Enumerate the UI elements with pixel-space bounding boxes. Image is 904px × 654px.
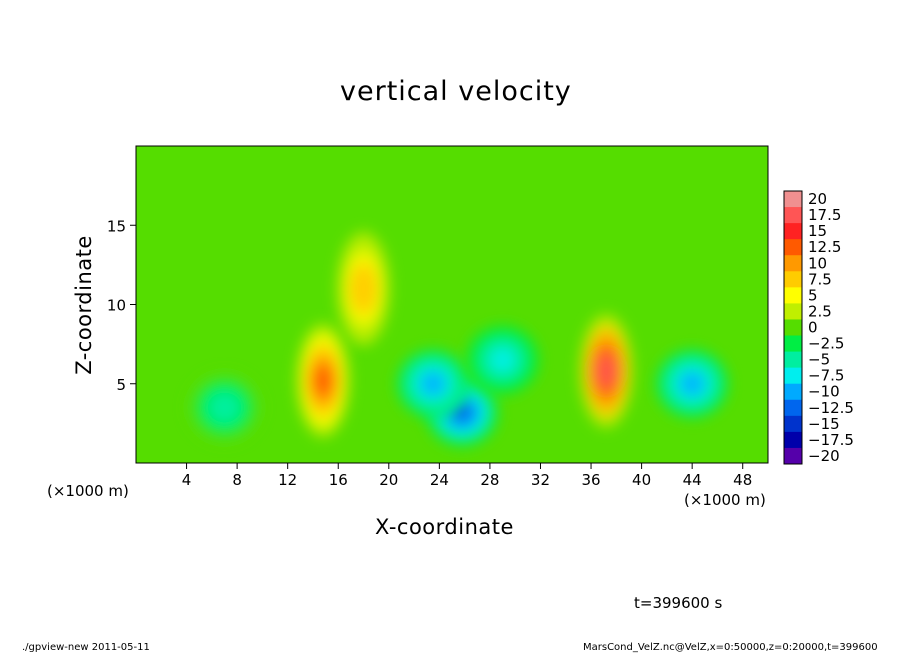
- colorbar-label: −2.5: [808, 335, 844, 353]
- colorbar-swatch: [784, 431, 802, 449]
- x-tick-label: 8: [232, 471, 242, 489]
- x-tick-label: 24: [430, 471, 449, 489]
- colorbar-label: 15: [808, 222, 827, 240]
- velocity-cell: [296, 323, 350, 438]
- velocity-cell: [655, 349, 729, 419]
- colorbar-label: 12.5: [808, 238, 841, 256]
- colorbar-swatch: [784, 367, 802, 385]
- chart-title: vertical velocity: [340, 76, 572, 107]
- colorbar-swatch: [784, 207, 802, 224]
- x-tick-label: 40: [632, 471, 651, 489]
- x-tick-label: 16: [329, 471, 348, 489]
- x-axis-label: X-coordinate: [375, 515, 514, 539]
- colorbar-label: −10: [808, 383, 840, 401]
- y-tick-label: 15: [107, 217, 126, 235]
- colorbar-swatch: [784, 351, 802, 369]
- colorbar-swatch: [784, 383, 802, 401]
- colorbar-label: −15: [808, 415, 840, 433]
- x-tick-label: 20: [379, 471, 398, 489]
- x-unit-label-right: (×1000 m): [684, 491, 766, 509]
- footer-left: ./gpview-new 2011-05-11: [22, 642, 150, 653]
- colorbar-swatch: [784, 319, 802, 337]
- velocity-cell: [466, 325, 539, 395]
- velocity-cell: [579, 314, 633, 428]
- colorbar-label: 17.5: [808, 206, 841, 224]
- x-tick-label: 12: [278, 471, 297, 489]
- colorbar-label: −20: [808, 447, 840, 465]
- y-tick-label: 10: [107, 297, 126, 315]
- colorbar-label: 0: [808, 319, 818, 337]
- colorbar-swatch: [784, 287, 802, 304]
- x-tick-label: 48: [733, 471, 752, 489]
- velocity-cell: [396, 349, 470, 419]
- colorbar-swatch: [784, 255, 802, 272]
- velocity-contour: [353, 272, 374, 305]
- colorbar-label: 5: [808, 286, 818, 304]
- y-tick-label: 5: [116, 376, 126, 394]
- colorbar-label: 2.5: [808, 302, 832, 320]
- colorbar-swatch: [784, 223, 802, 240]
- colorbar-label: 7.5: [808, 270, 832, 288]
- colorbar-swatch: [784, 271, 802, 288]
- velocity-cell: [337, 231, 390, 346]
- colorbar-swatch: [784, 303, 802, 320]
- colorbar-label: −7.5: [808, 367, 844, 385]
- velocity-contour: [596, 354, 617, 388]
- colorbar-swatch: [784, 335, 802, 353]
- velocity-contour: [420, 372, 446, 396]
- colorbar-swatch: [784, 399, 802, 417]
- colorbar-label: 10: [808, 254, 827, 272]
- x-unit-label-left: (×1000 m): [47, 482, 129, 500]
- colorbar: 2017.51512.5107.552.50−2.5−5−7.5−10−12.5…: [783, 190, 854, 465]
- x-tick-label: 44: [683, 471, 702, 489]
- time-label: t=399600 s: [634, 594, 723, 612]
- x-tick-label: 36: [581, 471, 600, 489]
- colorbar-label: 20: [808, 190, 827, 208]
- velocity-contour: [680, 372, 705, 396]
- velocity-contour: [212, 395, 237, 420]
- colorbar-swatch: [784, 447, 802, 465]
- colorbar-frame: [783, 190, 803, 465]
- colorbar-label: −5: [808, 351, 830, 369]
- velocity-contour: [313, 364, 334, 397]
- x-tick-label: 28: [480, 471, 499, 489]
- x-tick-label: 32: [531, 471, 550, 489]
- y-axis-label: Z-coordinate: [72, 235, 96, 375]
- colorbar-swatch: [784, 239, 802, 256]
- colorbar-label: −17.5: [808, 431, 854, 449]
- x-tick-label: 4: [182, 471, 192, 489]
- footer-right: MarsCond_VelZ.nc@VelZ,x=0:50000,z=0:2000…: [583, 642, 878, 653]
- velocity-field: [136, 146, 768, 463]
- velocity-contour: [490, 348, 515, 372]
- colorbar-label: −12.5: [808, 399, 854, 417]
- colorbar-swatch: [784, 191, 802, 208]
- colorbar-swatch: [784, 415, 802, 433]
- velocity-cell: [188, 372, 261, 443]
